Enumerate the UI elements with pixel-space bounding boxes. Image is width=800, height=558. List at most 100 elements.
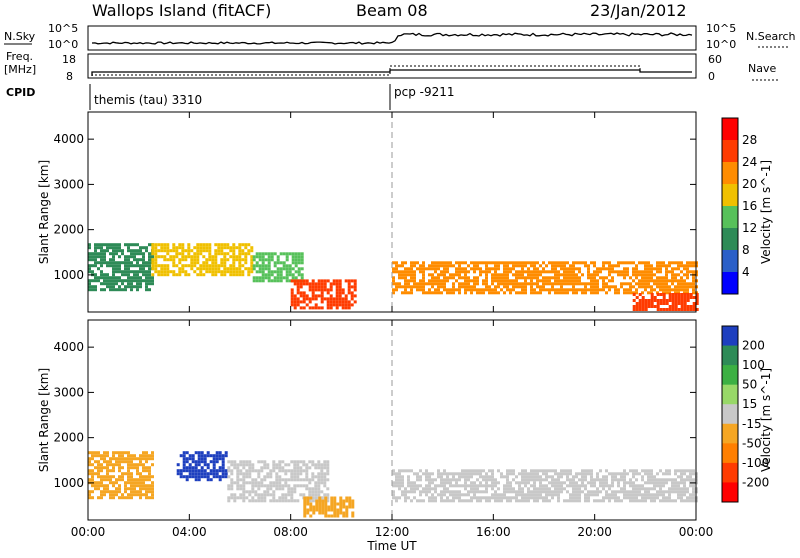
power-echo-cell	[539, 270, 542, 274]
power-echo-cell	[467, 270, 470, 274]
velocity-echo-cell	[614, 499, 617, 503]
velocity-echo-cell	[428, 484, 431, 488]
velocity-echo-cell	[671, 490, 674, 494]
power-echo-cell	[214, 267, 218, 271]
power-echo-cell	[302, 279, 306, 283]
velocity-echo-cell	[599, 499, 602, 503]
velocity-echo-cell	[305, 478, 309, 482]
velocity-echo-cell	[584, 472, 587, 476]
velocity-echo-cell	[284, 472, 288, 476]
velocity-echo-cell	[476, 472, 479, 476]
power-echo-cell	[193, 264, 197, 268]
power-echo-cell	[294, 258, 298, 262]
power-echo-cell	[674, 261, 677, 265]
power-echo-cell	[620, 282, 623, 286]
power-echo-cell	[557, 282, 560, 286]
velocity-echo-cell	[506, 490, 509, 494]
velocity-echo-cell	[215, 475, 219, 479]
power-echo-cell	[142, 246, 145, 250]
power-echo-cell	[677, 264, 680, 268]
power-echo-cell	[650, 305, 654, 308]
power-echo-cell	[226, 243, 230, 247]
velocity-echo-cell	[323, 481, 327, 485]
velocity-echo-cell	[626, 490, 629, 494]
velocity-echo-cell	[306, 502, 310, 506]
power-echo-cell	[109, 264, 112, 268]
velocity-echo-cell	[275, 499, 279, 503]
velocity-echo-cell	[608, 484, 611, 488]
velocity-echo-cell	[437, 493, 440, 497]
power-echo-cell	[569, 282, 572, 286]
power-echo-cell	[596, 282, 599, 286]
power-echo-cell	[521, 267, 524, 271]
power-echo-cell	[103, 252, 106, 256]
power-echo-cell	[100, 276, 103, 280]
velocity-echo-cell	[257, 499, 261, 503]
velocity-echo-cell	[257, 472, 261, 476]
velocity-echo-cell	[557, 496, 560, 500]
power-echo-cell	[311, 297, 315, 301]
power-echo-cell	[172, 273, 176, 277]
power-echo-cell	[602, 276, 605, 280]
power-echo-cell	[515, 282, 518, 286]
velocity-echo-cell	[311, 487, 315, 491]
velocity-echo-cell	[200, 454, 204, 458]
velocity-echo-cell	[455, 496, 458, 500]
velocity-echo-cell	[677, 475, 680, 479]
velocity-colorbar-swatch	[722, 482, 738, 503]
velocity-echo-cell	[142, 463, 145, 467]
velocity-echo-cell	[431, 496, 434, 500]
power-echo-cell	[605, 291, 608, 295]
velocity-echo-cell	[266, 466, 270, 470]
power-echo-cell	[252, 279, 256, 283]
velocity-echo-cell	[680, 496, 683, 500]
velocity-echo-cell	[650, 472, 653, 476]
power-echo-cell	[160, 267, 164, 271]
power-echo-cell	[686, 291, 689, 295]
velocity-echo-cell	[449, 499, 452, 503]
velocity-echo-cell	[539, 484, 542, 488]
power-echo-cell	[422, 282, 425, 286]
power-echo-cell	[431, 267, 434, 271]
velocity-echo-cell	[94, 487, 97, 491]
velocity-echo-cell	[431, 478, 434, 482]
velocity-echo-cell	[275, 475, 279, 479]
velocity-echo-cell	[656, 496, 659, 500]
velocity-echo-cell	[452, 484, 455, 488]
velocity-echo-cell	[554, 481, 557, 485]
velocity-echo-cell	[539, 475, 542, 479]
velocity-echo-cell	[518, 472, 521, 476]
velocity-echo-cell	[680, 481, 683, 485]
velocity-echo-cell	[115, 460, 118, 464]
power-echo-cell	[650, 273, 653, 277]
velocity-echo-cell	[251, 478, 255, 482]
power-echo-cell	[106, 285, 109, 289]
velocity-echo-cell	[641, 496, 644, 500]
power-echo-cell	[163, 273, 167, 277]
velocity-echo-cell	[680, 499, 683, 503]
power-echo-cell	[151, 249, 155, 253]
velocity-echo-cell	[578, 484, 581, 488]
power-echo-cell	[97, 279, 100, 283]
power-echo-cell	[226, 267, 230, 271]
power-echo-cell	[656, 261, 659, 265]
power-echo-cell	[133, 243, 136, 247]
velocity-echo-cell	[127, 469, 130, 473]
power-ytick-label: 3000	[53, 177, 84, 191]
power-echo-cell	[689, 264, 692, 268]
power-echo-cell	[452, 264, 455, 268]
velocity-echo-cell	[689, 484, 692, 488]
power-echo-cell	[497, 279, 500, 283]
velocity-echo-cell	[323, 475, 327, 479]
power-echo-cell	[440, 291, 443, 295]
power-echo-cell	[335, 285, 339, 289]
power-echo-cell	[557, 273, 560, 277]
power-echo-cell	[587, 288, 590, 292]
power-echo-cell	[473, 264, 476, 268]
power-echo-cell	[187, 249, 191, 253]
velocity-echo-cell	[545, 487, 548, 491]
velocity-echo-cell	[260, 493, 264, 497]
power-echo-cell	[172, 258, 176, 262]
velocity-echo-cell	[326, 469, 330, 473]
velocity-echo-cell	[464, 484, 467, 488]
